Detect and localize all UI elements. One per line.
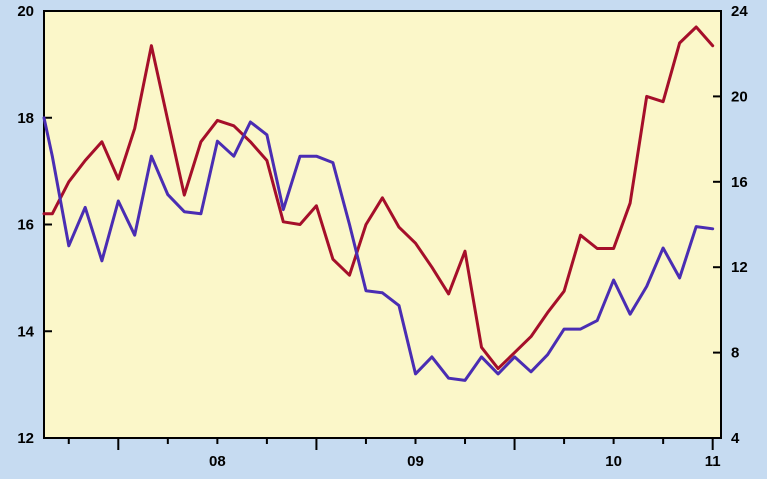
tick-labels: 12 14 16 18 20 4 8 12 16 20 24 08 09 10 11	[17, 3, 748, 470]
left-y-tick-label: 14	[17, 323, 34, 340]
right-y-tick-label: 8	[731, 345, 739, 362]
left-y-tick-label: 18	[17, 110, 34, 127]
series-line-left-axis	[42, 25, 715, 371]
left-y-tick-label: 12	[17, 430, 34, 447]
plot-area	[43, 10, 722, 439]
x-tick-label: 08	[209, 453, 226, 470]
right-y-tick-label: 4	[731, 430, 740, 447]
x-tick-label: 11	[705, 453, 721, 470]
left-y-tick-label: 20	[17, 3, 34, 20]
right-y-tick-label: 20	[731, 88, 748, 105]
series-layer	[42, 25, 715, 382]
x-tick-label: 10	[605, 453, 622, 470]
axis-ticks	[44, 10, 721, 450]
right-y-tick-label: 24	[731, 3, 748, 20]
series-line-right-axis	[42, 116, 715, 382]
x-tick-label: 09	[407, 453, 424, 470]
right-y-tick-label: 16	[731, 174, 748, 191]
right-y-tick-label: 12	[731, 259, 748, 276]
left-y-tick-label: 16	[17, 217, 34, 234]
